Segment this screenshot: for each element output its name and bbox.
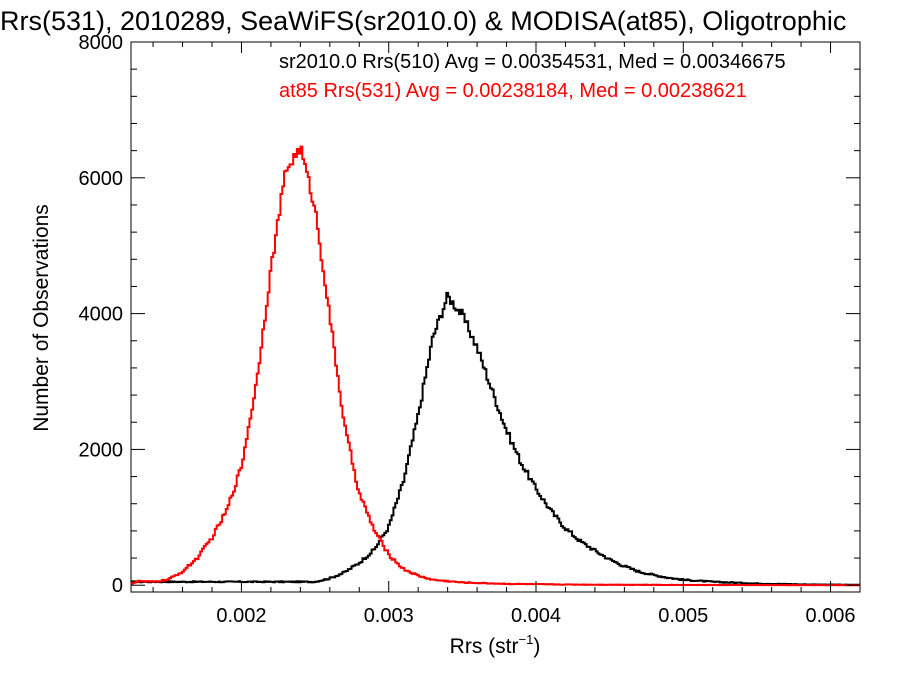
y-tick-label: 6000 bbox=[79, 168, 124, 190]
y-tick-label: 2000 bbox=[79, 439, 124, 461]
series-at85 bbox=[131, 145, 860, 587]
x-axis-label-superscript: −1 bbox=[519, 632, 534, 647]
x-tick-label: 0.006 bbox=[806, 605, 856, 627]
x-tick-label: 0.004 bbox=[511, 605, 561, 627]
y-axis-label: Number of Observations bbox=[30, 204, 53, 432]
series-line bbox=[131, 291, 860, 586]
series-sr2010 bbox=[131, 291, 860, 586]
x-axis-label: Rrs (str−1) bbox=[450, 632, 541, 658]
x-axis-label-close: ) bbox=[533, 635, 540, 658]
plot-area: 0.002 0.003 0.004 0.005 0.006 0 2000 4000 6000 80… bbox=[79, 32, 861, 627]
y-tick-label: 8000 bbox=[79, 32, 124, 54]
x-tick-label: 0.003 bbox=[364, 605, 414, 627]
series-line bbox=[131, 145, 860, 587]
legend-entry-at85: at85 Rrs(531) Avg = 0.00238184, Med = 0.… bbox=[279, 80, 747, 102]
legend-entry-sr2010: sr2010.0 Rrs(510) Avg = 0.00354531, Med … bbox=[279, 51, 786, 73]
y-tick-label: 4000 bbox=[79, 304, 124, 326]
x-axis-label-text: Rrs (str bbox=[450, 635, 519, 658]
chart-title: Rrs(531), 2010289, SeaWiFS(sr2010.0) & M… bbox=[0, 6, 846, 36]
x-tick-label: 0.005 bbox=[658, 605, 708, 627]
y-tick-label: 0 bbox=[112, 575, 123, 597]
plot-frame bbox=[130, 41, 861, 593]
x-tick-label: 0.002 bbox=[216, 605, 266, 627]
